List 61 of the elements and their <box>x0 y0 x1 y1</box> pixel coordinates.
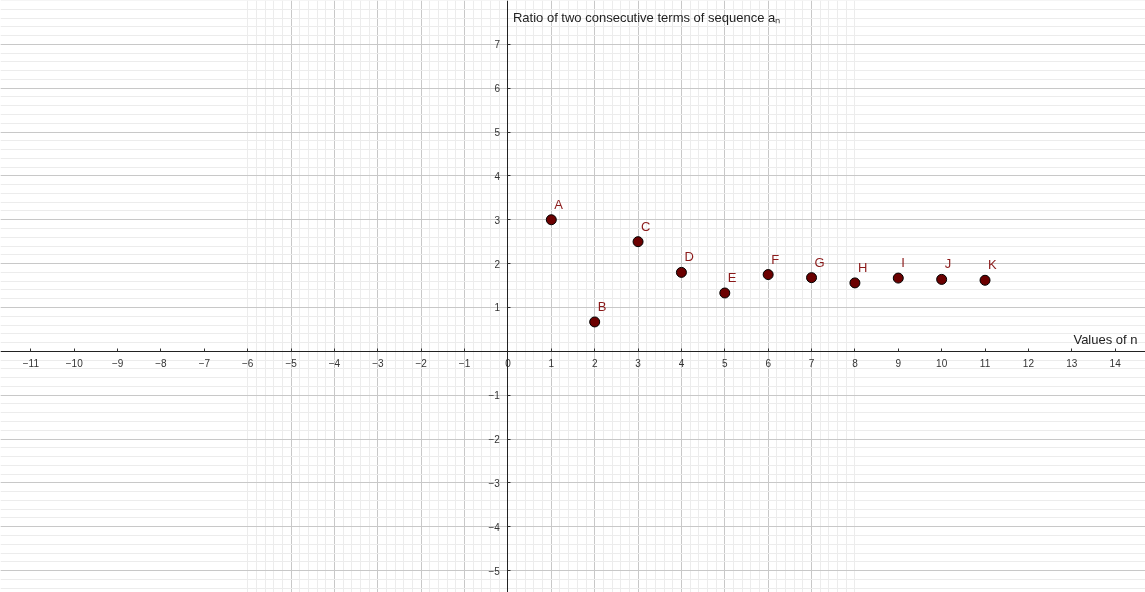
y-tick-label: −2 <box>488 434 501 446</box>
x-tick-label: −7 <box>198 358 211 370</box>
y-tick-label: 6 <box>494 83 501 95</box>
y-tick-label: 2 <box>494 258 501 270</box>
data-label: H <box>857 259 868 275</box>
x-tick-label: −6 <box>242 358 254 370</box>
point <box>589 316 601 328</box>
x-tick-label: 10 <box>936 358 948 370</box>
data-label: D <box>684 249 694 265</box>
y-tick-label: −5 <box>488 565 501 577</box>
y-tick-label: 4 <box>494 170 501 182</box>
x-tick-label: 9 <box>895 358 902 370</box>
data-label: A <box>554 196 564 212</box>
x-tick-label: 7 <box>808 358 815 370</box>
x-tick-label: −2 <box>415 358 428 370</box>
x-tick-label: 12 <box>1022 358 1035 370</box>
x-tick-label: 2 <box>591 358 598 370</box>
x-tick-label: 14 <box>1109 358 1122 370</box>
data-label: E <box>727 269 737 285</box>
data-label: B <box>597 298 607 314</box>
y-tick-label: −1 <box>488 390 501 402</box>
point <box>632 236 644 248</box>
y-axis-title: Ratio of two consecutive terms of sequence aₙ <box>512 9 781 25</box>
y-tick-label: 5 <box>494 127 501 139</box>
x-tick-label: −5 <box>285 358 298 370</box>
y-tick-label: 1 <box>494 302 501 314</box>
point <box>719 287 731 299</box>
data-label: I <box>901 255 905 271</box>
x-tick-label: −10 <box>65 358 84 370</box>
x-tick-label: 3 <box>635 358 642 370</box>
x-tick-label: −11 <box>22 358 40 370</box>
x-tick-label: −4 <box>328 358 341 370</box>
x-tick-label: 1 <box>548 358 555 370</box>
x-tick-label: 11 <box>979 358 991 370</box>
y-tick-label: 3 <box>494 214 501 226</box>
data-label: F <box>771 251 780 267</box>
x-tick-label: 6 <box>765 358 772 370</box>
x-axis-title: Values of n <box>1073 332 1138 348</box>
point <box>892 272 904 284</box>
x-tick-label: 5 <box>722 358 729 370</box>
point <box>675 266 687 278</box>
point <box>979 274 991 286</box>
x-tick-label: 8 <box>852 358 859 370</box>
point <box>806 272 818 284</box>
x-tick-label: 4 <box>678 358 685 370</box>
y-tick-label: 7 <box>494 39 501 51</box>
point <box>849 277 861 289</box>
point <box>936 273 948 285</box>
x-tick-label: −3 <box>372 358 384 370</box>
x-tick-label: −8 <box>155 358 168 370</box>
data-label: G <box>814 254 825 270</box>
point <box>545 214 557 226</box>
data-label: J <box>944 256 952 272</box>
y-tick-label: −4 <box>488 521 501 533</box>
data-label: C <box>641 218 651 234</box>
data-label: K <box>988 257 998 273</box>
y-tick-label: −3 <box>488 477 501 489</box>
point <box>762 269 774 281</box>
x-tick-label: 13 <box>1066 358 1078 370</box>
x-tick-label: −1 <box>458 358 471 370</box>
x-tick-label: −9 <box>111 358 124 370</box>
